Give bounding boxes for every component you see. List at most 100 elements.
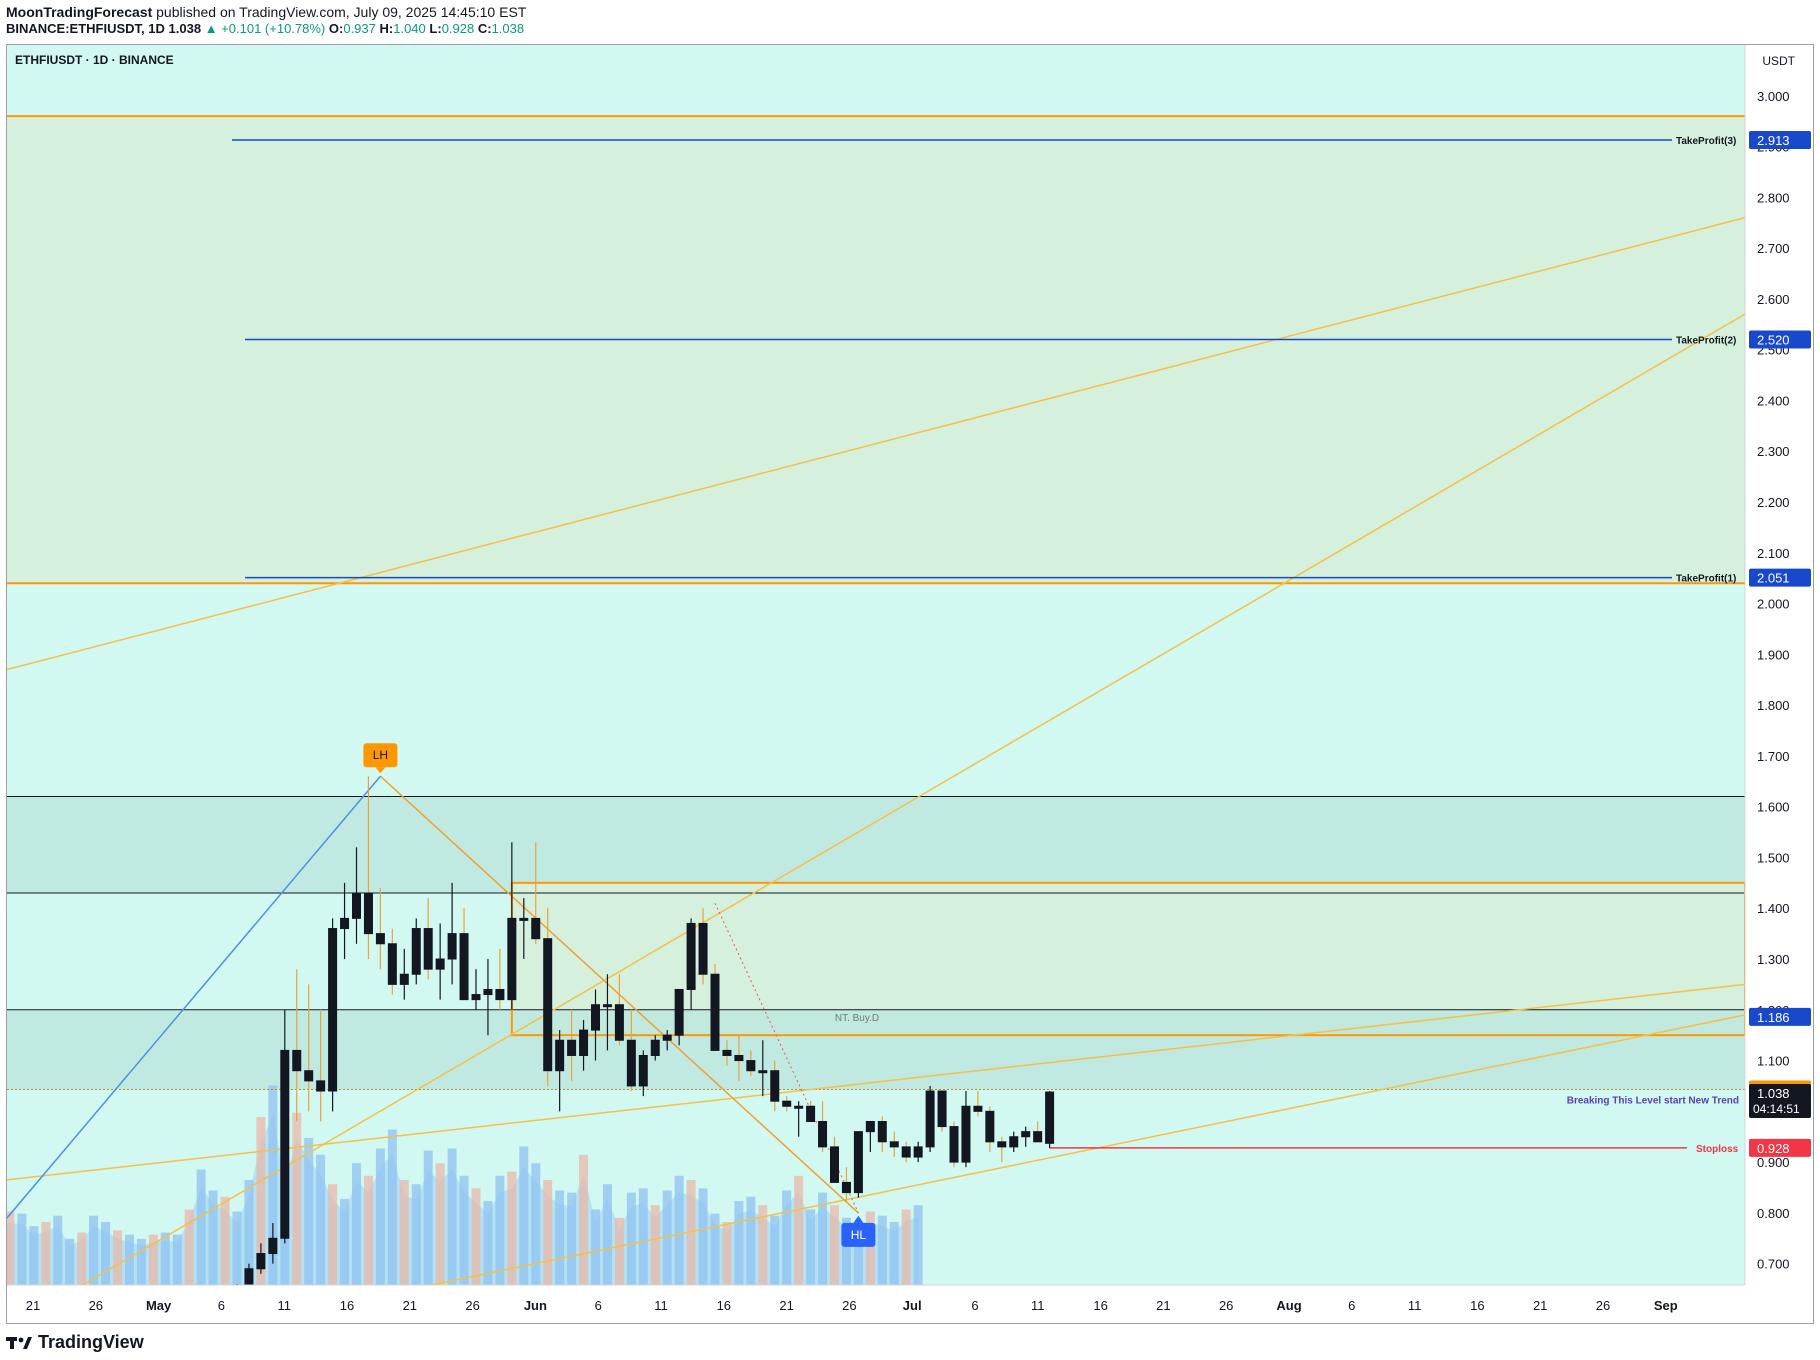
- x-tick-label: 26: [1596, 1298, 1610, 1313]
- current-price-tag: [1749, 1084, 1811, 1119]
- price-tag-text: 0.928: [1757, 1141, 1790, 1156]
- price-chart[interactable]: TakeProfit(3) 2.913 TakeProfit(2) 2.520 Take…: [7, 45, 1814, 1324]
- candle-body: [614, 1004, 624, 1041]
- volume-bar: [17, 1213, 27, 1285]
- x-tick-label: 26: [842, 1298, 856, 1313]
- candle-body: [746, 1060, 756, 1072]
- x-tick-label: May: [146, 1298, 172, 1313]
- volume-bar: [782, 1190, 792, 1285]
- volume-bar: [650, 1205, 660, 1285]
- volume-bar: [340, 1198, 350, 1285]
- volume-bar: [256, 1117, 266, 1285]
- price-tag-text: 2.913: [1757, 133, 1790, 148]
- candle-body: [375, 933, 385, 945]
- y-tick-label: 0.900: [1757, 1155, 1790, 1170]
- candle-body: [543, 938, 553, 1072]
- y-tick-label: 0.700: [1757, 1257, 1790, 1272]
- candle-body: [399, 973, 409, 985]
- trendline: [66, 313, 1746, 1295]
- y-tick-label: 2.000: [1757, 597, 1790, 612]
- volume-bar: [794, 1175, 804, 1285]
- volume-bar: [41, 1222, 51, 1285]
- candle-body: [710, 973, 720, 1051]
- candle-body: [387, 943, 397, 985]
- candle-body: [602, 1004, 612, 1008]
- candle-body: [1021, 1131, 1031, 1138]
- currency-button[interactable]: USDT: [1750, 49, 1807, 73]
- volume-bar: [435, 1163, 445, 1285]
- candle-body: [567, 1039, 577, 1056]
- candle-body: [650, 1039, 660, 1056]
- publish-line: MoonTradingForecast published on Trading…: [6, 4, 526, 20]
- y-tick-label: 2.300: [1757, 444, 1790, 459]
- chart-panel[interactable]: TakeProfit(3) 2.913 TakeProfit(2) 2.520 Take…: [6, 44, 1814, 1324]
- volume-bar: [913, 1205, 923, 1285]
- volume-bar: [77, 1232, 87, 1285]
- hl-marker-pointer: [853, 1215, 864, 1223]
- level-label: TakeProfit(2): [1676, 336, 1736, 347]
- candle-body: [495, 988, 505, 1001]
- volume-bar: [53, 1215, 63, 1285]
- price-tag-text: 1.186: [1757, 1010, 1790, 1025]
- x-tick-label: 6: [595, 1298, 602, 1313]
- candle-body: [686, 922, 696, 990]
- volume-bar: [447, 1148, 457, 1285]
- level-label: TakeProfit(3): [1676, 136, 1736, 147]
- chart-symbol-title: ETHFIUSDT · 1D · BINANCE: [15, 53, 174, 67]
- candle-body: [591, 1004, 600, 1031]
- volume-bar: [746, 1196, 756, 1285]
- candle-body: [782, 1100, 792, 1107]
- candle-body: [340, 917, 350, 930]
- volume-bar: [363, 1175, 373, 1285]
- volume-bar: [208, 1190, 218, 1285]
- candle-body: [471, 994, 481, 1001]
- volume-bar: [543, 1180, 553, 1285]
- price-tag-text: 2.051: [1757, 571, 1790, 586]
- high-value: 1.040: [393, 21, 426, 36]
- y-tick-label: 0.800: [1757, 1206, 1790, 1221]
- volume-bar: [483, 1201, 493, 1285]
- volume-bar: [375, 1148, 385, 1285]
- candle-body: [925, 1090, 935, 1148]
- volume-bar: [626, 1192, 636, 1285]
- x-tick-label: 21: [26, 1298, 40, 1313]
- candle-body: [352, 892, 361, 919]
- price-axis: [1745, 45, 1813, 1323]
- x-tick-label: Jun: [524, 1298, 547, 1313]
- volume-bar: [172, 1234, 182, 1285]
- close-value: 1.038: [491, 21, 525, 36]
- lh-marker-pointer: [375, 767, 386, 774]
- candle-body: [447, 933, 457, 960]
- volume-bar: [818, 1192, 828, 1285]
- volume-bar: [148, 1234, 158, 1285]
- candle-body: [901, 1146, 911, 1158]
- candle-body: [531, 917, 541, 940]
- volume-bar: [352, 1163, 361, 1285]
- publisher-name[interactable]: MoonTradingForecast: [6, 4, 153, 20]
- candle-body: [937, 1090, 947, 1128]
- y-tick-label: 1.100: [1757, 1054, 1790, 1069]
- candle-body: [961, 1105, 971, 1163]
- volume-bar: [423, 1150, 433, 1285]
- volume-bar: [877, 1215, 887, 1285]
- x-tick-label: Sep: [1654, 1298, 1678, 1313]
- candle-body: [1009, 1136, 1019, 1148]
- candle-body: [507, 917, 517, 1001]
- volume-bar: [674, 1175, 684, 1285]
- price-tag-box: [1749, 1138, 1811, 1157]
- candle-body: [662, 1034, 672, 1041]
- candle-body: [268, 1237, 278, 1255]
- candle-body: [997, 1141, 1007, 1148]
- y-tick-label: 2.400: [1757, 393, 1790, 408]
- x-tick-label: 6: [1348, 1298, 1355, 1313]
- candle-body: [256, 1253, 266, 1270]
- candle-body: [698, 922, 708, 975]
- trendline: [7, 216, 1746, 671]
- candle-body: [459, 933, 469, 1001]
- y-tick-label: 1.600: [1757, 800, 1790, 815]
- x-tick-label: 21: [403, 1298, 417, 1313]
- candle-body: [1045, 1091, 1055, 1144]
- volume-bar: [614, 1217, 624, 1285]
- hl-marker: [841, 1222, 876, 1247]
- open-label: O:: [328, 21, 344, 36]
